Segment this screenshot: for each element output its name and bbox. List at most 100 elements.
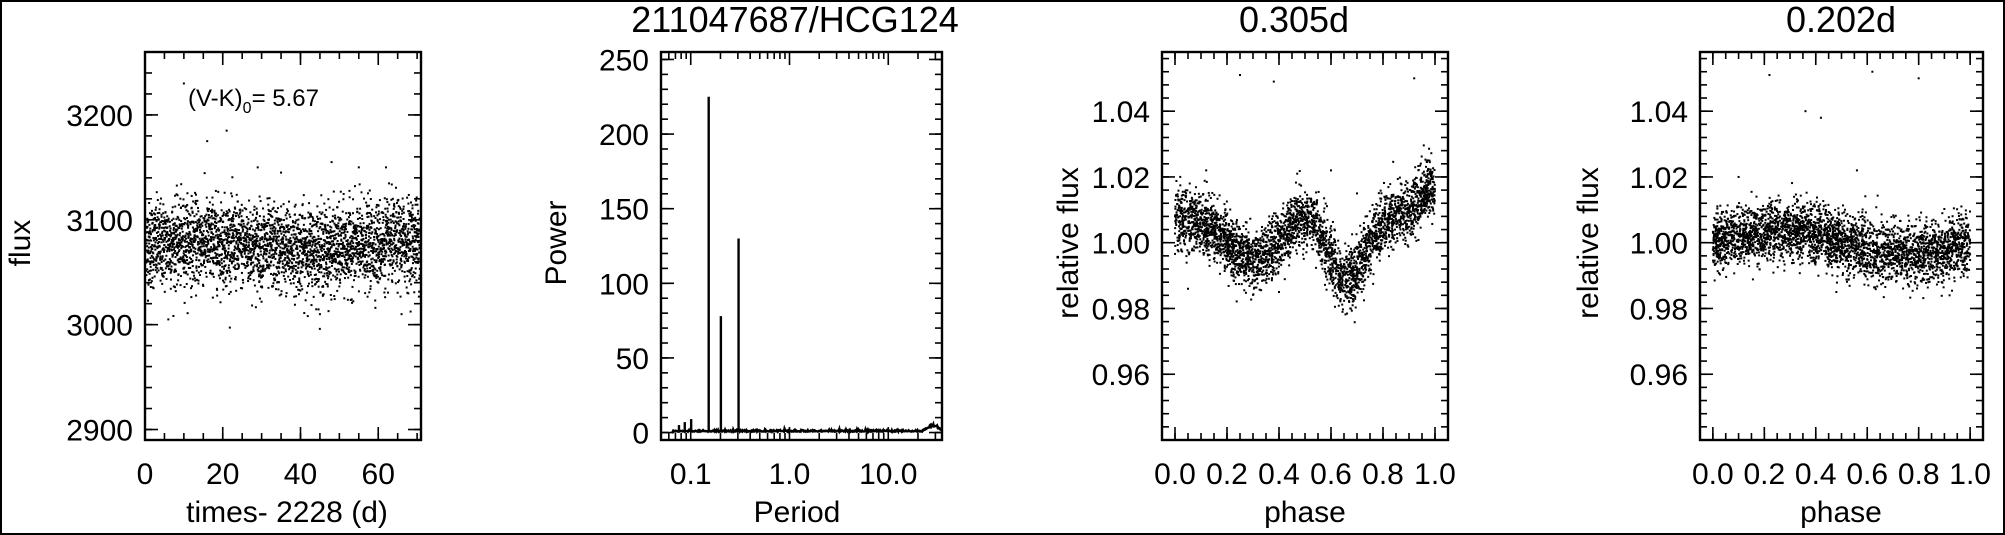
data-point bbox=[243, 252, 246, 255]
data-point bbox=[188, 221, 191, 224]
data-point bbox=[242, 228, 245, 231]
data-point bbox=[218, 245, 221, 248]
data-point bbox=[159, 257, 162, 260]
data-point bbox=[239, 236, 242, 239]
data-point bbox=[300, 260, 303, 263]
data-point bbox=[1224, 218, 1227, 221]
data-point bbox=[275, 252, 278, 255]
data-point bbox=[1212, 218, 1215, 221]
data-point bbox=[323, 275, 326, 278]
data-point bbox=[295, 246, 298, 249]
data-point bbox=[366, 275, 369, 278]
data-point bbox=[371, 251, 374, 254]
data-point bbox=[207, 258, 210, 261]
data-point bbox=[1203, 218, 1206, 221]
data-point bbox=[360, 262, 363, 265]
data-point bbox=[403, 241, 406, 244]
data-point bbox=[176, 246, 179, 249]
data-point bbox=[344, 235, 347, 238]
data-point bbox=[220, 257, 223, 260]
data-point bbox=[247, 244, 250, 247]
data-point bbox=[1361, 253, 1364, 256]
data-point bbox=[365, 234, 368, 237]
data-point bbox=[1271, 248, 1274, 251]
data-point bbox=[1261, 262, 1264, 265]
data-point bbox=[253, 235, 256, 238]
data-point bbox=[1292, 212, 1295, 215]
data-point bbox=[348, 257, 351, 260]
data-point bbox=[399, 295, 402, 298]
data-point bbox=[1240, 283, 1243, 286]
data-point bbox=[376, 248, 379, 251]
data-point bbox=[1378, 211, 1381, 214]
data-point bbox=[181, 257, 184, 260]
data-point bbox=[302, 252, 305, 255]
data-point bbox=[1261, 260, 1264, 263]
data-point bbox=[325, 268, 328, 271]
data-point bbox=[1181, 212, 1184, 215]
data-point bbox=[1219, 214, 1222, 217]
data-point bbox=[403, 243, 406, 246]
data-point bbox=[346, 218, 349, 221]
data-point bbox=[385, 198, 388, 201]
data-point bbox=[1430, 152, 1433, 155]
data-point bbox=[391, 243, 394, 246]
data-point bbox=[325, 236, 328, 239]
data-point bbox=[273, 277, 276, 280]
data-point bbox=[318, 243, 321, 246]
data-point bbox=[178, 239, 181, 242]
data-point bbox=[338, 255, 341, 258]
data-point bbox=[384, 207, 387, 210]
data-point bbox=[160, 213, 163, 216]
data-point bbox=[247, 218, 250, 221]
data-point bbox=[271, 285, 274, 288]
data-point bbox=[306, 315, 309, 318]
data-point bbox=[1254, 258, 1257, 261]
data-point bbox=[339, 281, 342, 284]
data-point bbox=[1333, 248, 1336, 251]
data-point bbox=[254, 245, 257, 248]
data-point bbox=[1267, 234, 1270, 237]
data-point bbox=[247, 280, 250, 283]
data-point bbox=[367, 224, 370, 227]
data-point bbox=[1289, 246, 1292, 249]
data-point bbox=[179, 257, 182, 260]
data-point bbox=[248, 228, 251, 231]
data-point bbox=[291, 251, 294, 254]
data-point bbox=[218, 241, 221, 244]
data-point bbox=[409, 310, 412, 313]
data-point bbox=[316, 205, 319, 208]
data-point bbox=[363, 249, 366, 252]
data-point bbox=[306, 255, 309, 258]
data-point bbox=[206, 229, 209, 232]
data-point bbox=[158, 224, 161, 227]
data-point bbox=[292, 264, 295, 267]
data-point bbox=[149, 252, 152, 255]
data-point bbox=[287, 238, 290, 241]
data-point bbox=[315, 281, 318, 284]
data-point bbox=[326, 285, 329, 288]
data-point bbox=[1298, 221, 1301, 224]
data-point bbox=[234, 276, 237, 279]
data-point bbox=[357, 242, 360, 245]
data-point bbox=[309, 254, 312, 257]
data-point bbox=[375, 206, 378, 209]
panel1-annotation: (V-K)0= 5.67 bbox=[188, 85, 319, 117]
data-point bbox=[379, 227, 382, 230]
data-point bbox=[393, 248, 396, 251]
data-point bbox=[229, 226, 232, 229]
data-point bbox=[1309, 213, 1312, 216]
data-point bbox=[1255, 242, 1258, 245]
data-point bbox=[198, 259, 201, 262]
data-point bbox=[383, 258, 386, 261]
data-point bbox=[373, 267, 376, 270]
data-point bbox=[307, 244, 310, 247]
data-point bbox=[364, 292, 367, 295]
data-point bbox=[226, 211, 229, 214]
data-point bbox=[164, 258, 167, 261]
data-point bbox=[301, 203, 304, 206]
data-point bbox=[316, 215, 319, 218]
data-point bbox=[1384, 244, 1387, 247]
data-point bbox=[247, 252, 250, 255]
data-point bbox=[285, 224, 288, 227]
